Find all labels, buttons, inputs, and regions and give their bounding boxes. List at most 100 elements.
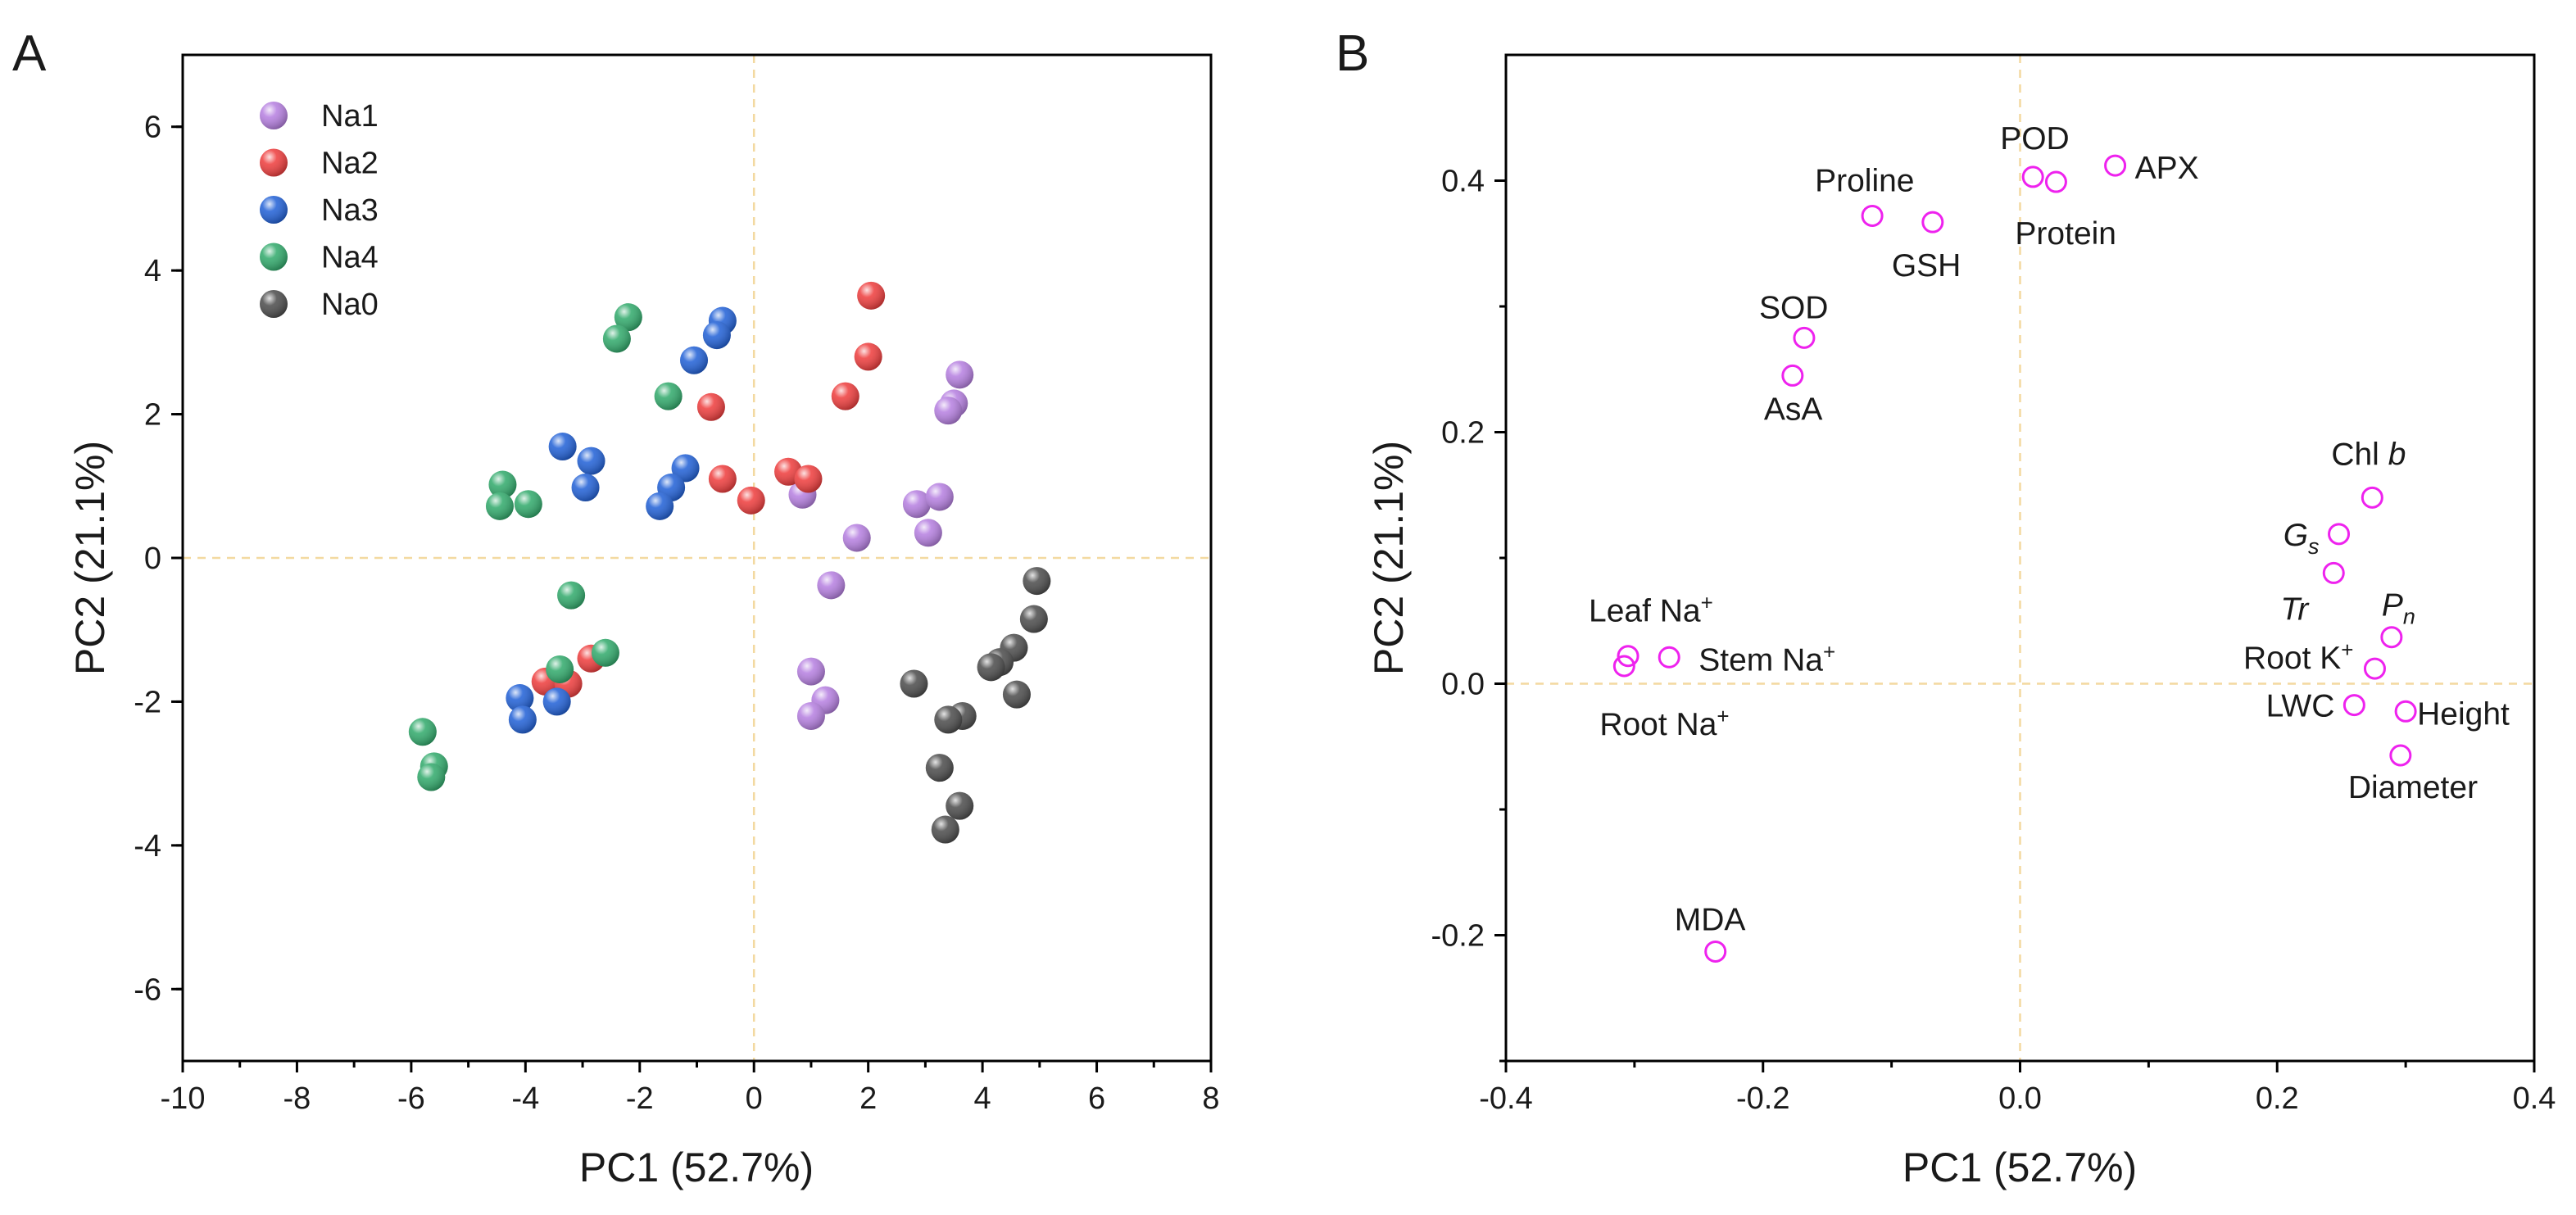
data-point-shine: [934, 397, 963, 425]
x-tick-label: -0.2: [1736, 1081, 1789, 1116]
data-point: [542, 687, 571, 716]
loading-marker: [2328, 523, 2351, 546]
x-axis-ticks: -10 -8 -6 -4 -2 0 2 4 6 8: [161, 1061, 1220, 1116]
loading-label: Gs: [2283, 518, 2320, 559]
legend-marker: [260, 243, 288, 271]
legend-label: Na3: [321, 193, 379, 228]
data-point-shine: [934, 705, 963, 734]
data-point: [854, 342, 882, 371]
y-tick-label: -4: [134, 829, 161, 864]
loading-marker: [1781, 364, 1804, 387]
data-point: [946, 791, 974, 820]
data-point-shine: [1019, 605, 1048, 633]
loading-leaf-na: Leaf Na+: [1589, 591, 1713, 668]
data-point-shine: [408, 718, 437, 746]
legend-label: Na4: [321, 241, 379, 275]
x-tick-label: -4: [511, 1081, 539, 1116]
data-point-shine: [671, 454, 700, 483]
legend-item-na4: Na4: [260, 241, 379, 275]
data-point: [646, 492, 674, 520]
loading-pod: POD: [2000, 121, 2070, 188]
data-point-shine: [1023, 567, 1051, 596]
loading-label: APX: [2135, 151, 2199, 186]
data-point: [577, 447, 605, 475]
data-point-shine: [1002, 680, 1031, 709]
x-axis-title: PC1 (52.7%): [579, 1145, 814, 1190]
x-tick-label: 4: [974, 1081, 991, 1116]
y-axis-title: PC2 (21.1%): [67, 441, 113, 675]
loading-chl-b: Chl b: [2331, 437, 2406, 509]
data-point: [408, 718, 437, 746]
loading-marker: [2342, 694, 2365, 717]
loading-height: Height: [2394, 696, 2510, 732]
data-point: [546, 655, 574, 683]
loading-label: MDA: [1675, 902, 1746, 937]
data-point-shine: [546, 655, 574, 683]
loading-gsh: GSH: [1892, 211, 1961, 283]
data-point-shine: [900, 669, 928, 698]
score-points: [408, 281, 1051, 844]
y-tick-label: 0.0: [1441, 668, 1485, 702]
legend-item-na1: Na1: [260, 99, 379, 134]
data-point-shine: [977, 653, 1005, 682]
data-point: [708, 465, 737, 493]
loading-root-na: Root Na+: [1599, 655, 1730, 742]
data-point: [557, 581, 586, 610]
y-tick-label: 0: [144, 542, 161, 576]
data-point-shine: [902, 490, 931, 519]
loading-label: AsA: [1764, 392, 1823, 427]
data-point-shine: [796, 701, 825, 730]
data-point: [1023, 567, 1051, 596]
legend-marker-shine: [260, 196, 288, 224]
panel-b-letter: B: [1336, 25, 1369, 82]
data-point-shine: [946, 360, 974, 389]
y-tick-label: 0.4: [1441, 165, 1485, 199]
data-point: [602, 324, 631, 353]
loading-marker: [1612, 655, 1635, 678]
loading-marker: [2363, 657, 2386, 680]
loading-stem-na: Stem Na+: [1658, 639, 1835, 678]
data-point: [591, 638, 619, 667]
data-point: [934, 705, 963, 734]
data-point-shine: [602, 324, 631, 353]
data-point: [946, 360, 974, 389]
data-point: [931, 815, 959, 844]
data-point-shine: [417, 763, 446, 791]
data-point-shine: [946, 791, 974, 820]
loading-marker: [2361, 486, 2383, 509]
legend-item-na3: Na3: [260, 193, 379, 228]
x-tick-label: -6: [397, 1081, 425, 1116]
loading-label: Root K+: [2243, 637, 2353, 676]
data-point: [796, 657, 825, 686]
x-tick-label: 8: [1202, 1081, 1219, 1116]
x-axis-ticks: -0.4 -0.2 0.0 0.2 0.4: [1479, 1061, 2556, 1116]
y-axis-ticks: -6 -4 -2 0 2 4 6: [134, 111, 183, 1007]
data-point: [614, 303, 642, 332]
data-point: [702, 321, 731, 350]
loading-root-k: Root K+: [2243, 637, 2386, 680]
data-point-shine: [548, 433, 577, 461]
loading-marker: [2380, 626, 2403, 649]
data-point: [900, 669, 928, 698]
loading-label: Root Na+: [1599, 704, 1729, 742]
data-point-shine: [696, 392, 725, 421]
data-point: [506, 684, 534, 713]
data-point-shine: [931, 815, 959, 844]
loading-asa: AsA: [1764, 364, 1823, 427]
loading-label: Stem Na+: [1698, 639, 1835, 678]
data-point-shine: [857, 281, 886, 310]
y-tick-label: -2: [134, 685, 161, 719]
data-point: [737, 486, 765, 515]
data-point-shine: [737, 486, 765, 515]
data-point: [794, 465, 823, 493]
legend-marker: [260, 148, 288, 177]
data-point-shine: [557, 581, 586, 610]
data-point: [796, 701, 825, 730]
loading-label: Pn: [2382, 588, 2415, 629]
data-point: [696, 392, 725, 421]
loading-label: Protein: [2015, 216, 2116, 252]
loading-points: POD Protein APX Proline GSH SOD AsA Chl b Gs Tr Pn…: [1589, 121, 2510, 963]
data-point-shine: [925, 483, 954, 511]
data-point-shine: [831, 382, 859, 410]
x-axis-title: PC1 (52.7%): [1903, 1145, 2137, 1190]
